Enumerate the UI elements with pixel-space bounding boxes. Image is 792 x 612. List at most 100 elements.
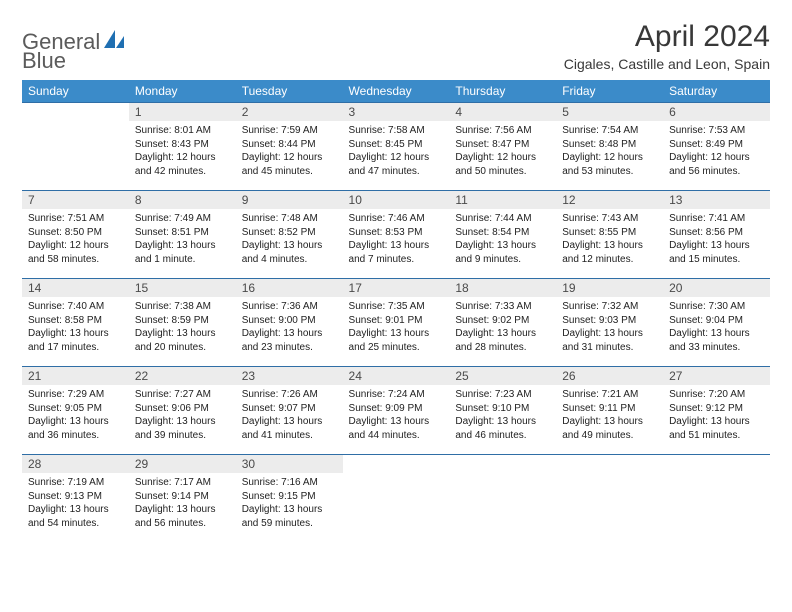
calendar-cell: 20Sunrise: 7:30 AMSunset: 9:04 PMDayligh…: [663, 279, 770, 367]
calendar-cell: [449, 455, 556, 543]
calendar-row: 7Sunrise: 7:51 AMSunset: 8:50 PMDaylight…: [22, 191, 770, 279]
day-details: Sunrise: 7:23 AMSunset: 9:10 PMDaylight:…: [449, 385, 556, 446]
day-number: 1: [129, 103, 236, 121]
day-details: Sunrise: 7:49 AMSunset: 8:51 PMDaylight:…: [129, 209, 236, 270]
day-details: Sunrise: 7:24 AMSunset: 9:09 PMDaylight:…: [343, 385, 450, 446]
calendar-table: Sunday Monday Tuesday Wednesday Thursday…: [22, 80, 770, 543]
day-number: 29: [129, 455, 236, 473]
day-number: 9: [236, 191, 343, 209]
calendar-cell: 22Sunrise: 7:27 AMSunset: 9:06 PMDayligh…: [129, 367, 236, 455]
calendar-cell: 18Sunrise: 7:33 AMSunset: 9:02 PMDayligh…: [449, 279, 556, 367]
day-details: Sunrise: 7:51 AMSunset: 8:50 PMDaylight:…: [22, 209, 129, 270]
day-details: Sunrise: 7:36 AMSunset: 9:00 PMDaylight:…: [236, 297, 343, 358]
day-details: Sunrise: 7:59 AMSunset: 8:44 PMDaylight:…: [236, 121, 343, 182]
day-number: 24: [343, 367, 450, 385]
col-monday: Monday: [129, 80, 236, 103]
day-number: 25: [449, 367, 556, 385]
calendar-cell: 27Sunrise: 7:20 AMSunset: 9:12 PMDayligh…: [663, 367, 770, 455]
day-details: Sunrise: 7:38 AMSunset: 8:59 PMDaylight:…: [129, 297, 236, 358]
calendar-cell: 12Sunrise: 7:43 AMSunset: 8:55 PMDayligh…: [556, 191, 663, 279]
day-details: Sunrise: 7:48 AMSunset: 8:52 PMDaylight:…: [236, 209, 343, 270]
col-tuesday: Tuesday: [236, 80, 343, 103]
day-details: Sunrise: 7:30 AMSunset: 9:04 PMDaylight:…: [663, 297, 770, 358]
day-details: Sunrise: 7:27 AMSunset: 9:06 PMDaylight:…: [129, 385, 236, 446]
day-details: Sunrise: 7:17 AMSunset: 9:14 PMDaylight:…: [129, 473, 236, 534]
calendar-cell: 25Sunrise: 7:23 AMSunset: 9:10 PMDayligh…: [449, 367, 556, 455]
day-details: Sunrise: 7:21 AMSunset: 9:11 PMDaylight:…: [556, 385, 663, 446]
calendar-cell: 24Sunrise: 7:24 AMSunset: 9:09 PMDayligh…: [343, 367, 450, 455]
day-number: 18: [449, 279, 556, 297]
day-number: 2: [236, 103, 343, 121]
page-title: April 2024: [564, 20, 770, 54]
day-number: 20: [663, 279, 770, 297]
calendar-row: 28Sunrise: 7:19 AMSunset: 9:13 PMDayligh…: [22, 455, 770, 543]
day-details: Sunrise: 7:43 AMSunset: 8:55 PMDaylight:…: [556, 209, 663, 270]
col-thursday: Thursday: [449, 80, 556, 103]
day-number: 21: [22, 367, 129, 385]
day-details: Sunrise: 7:44 AMSunset: 8:54 PMDaylight:…: [449, 209, 556, 270]
calendar-cell: 13Sunrise: 7:41 AMSunset: 8:56 PMDayligh…: [663, 191, 770, 279]
calendar-cell: 8Sunrise: 7:49 AMSunset: 8:51 PMDaylight…: [129, 191, 236, 279]
calendar-cell: 17Sunrise: 7:35 AMSunset: 9:01 PMDayligh…: [343, 279, 450, 367]
day-number: 15: [129, 279, 236, 297]
day-number: 7: [22, 191, 129, 209]
day-details: Sunrise: 7:29 AMSunset: 9:05 PMDaylight:…: [22, 385, 129, 446]
calendar-cell: [556, 455, 663, 543]
day-number: 11: [449, 191, 556, 209]
day-number: 10: [343, 191, 450, 209]
calendar-cell: 9Sunrise: 7:48 AMSunset: 8:52 PMDaylight…: [236, 191, 343, 279]
day-number: 23: [236, 367, 343, 385]
calendar-row: 14Sunrise: 7:40 AMSunset: 8:58 PMDayligh…: [22, 279, 770, 367]
day-number: 13: [663, 191, 770, 209]
day-details: Sunrise: 7:40 AMSunset: 8:58 PMDaylight:…: [22, 297, 129, 358]
calendar-cell: 11Sunrise: 7:44 AMSunset: 8:54 PMDayligh…: [449, 191, 556, 279]
day-number: 30: [236, 455, 343, 473]
day-number: 19: [556, 279, 663, 297]
day-details: Sunrise: 7:19 AMSunset: 9:13 PMDaylight:…: [22, 473, 129, 534]
day-details: Sunrise: 7:58 AMSunset: 8:45 PMDaylight:…: [343, 121, 450, 182]
day-number: 16: [236, 279, 343, 297]
day-number: 5: [556, 103, 663, 121]
calendar-body: 1Sunrise: 8:01 AMSunset: 8:43 PMDaylight…: [22, 103, 770, 543]
day-details: Sunrise: 7:33 AMSunset: 9:02 PMDaylight:…: [449, 297, 556, 358]
calendar-cell: 4Sunrise: 7:56 AMSunset: 8:47 PMDaylight…: [449, 103, 556, 191]
day-details: Sunrise: 7:56 AMSunset: 8:47 PMDaylight:…: [449, 121, 556, 182]
day-details: Sunrise: 8:01 AMSunset: 8:43 PMDaylight:…: [129, 121, 236, 182]
day-details: Sunrise: 7:26 AMSunset: 9:07 PMDaylight:…: [236, 385, 343, 446]
day-details: Sunrise: 7:54 AMSunset: 8:48 PMDaylight:…: [556, 121, 663, 182]
weekday-header-row: Sunday Monday Tuesday Wednesday Thursday…: [22, 80, 770, 103]
calendar-cell: 3Sunrise: 7:58 AMSunset: 8:45 PMDaylight…: [343, 103, 450, 191]
header: General April 2024 Cigales, Castille and…: [22, 20, 770, 72]
logo-text-2: Blue: [22, 48, 66, 74]
col-saturday: Saturday: [663, 80, 770, 103]
calendar-cell: 30Sunrise: 7:16 AMSunset: 9:15 PMDayligh…: [236, 455, 343, 543]
calendar-row: 21Sunrise: 7:29 AMSunset: 9:05 PMDayligh…: [22, 367, 770, 455]
day-details: Sunrise: 7:41 AMSunset: 8:56 PMDaylight:…: [663, 209, 770, 270]
calendar-cell: 23Sunrise: 7:26 AMSunset: 9:07 PMDayligh…: [236, 367, 343, 455]
calendar-cell: 14Sunrise: 7:40 AMSunset: 8:58 PMDayligh…: [22, 279, 129, 367]
calendar-cell: 2Sunrise: 7:59 AMSunset: 8:44 PMDaylight…: [236, 103, 343, 191]
calendar-cell: 16Sunrise: 7:36 AMSunset: 9:00 PMDayligh…: [236, 279, 343, 367]
calendar-cell: 10Sunrise: 7:46 AMSunset: 8:53 PMDayligh…: [343, 191, 450, 279]
calendar-cell: 7Sunrise: 7:51 AMSunset: 8:50 PMDaylight…: [22, 191, 129, 279]
day-number: 14: [22, 279, 129, 297]
calendar-cell: 26Sunrise: 7:21 AMSunset: 9:11 PMDayligh…: [556, 367, 663, 455]
day-number: 22: [129, 367, 236, 385]
calendar-cell: 1Sunrise: 8:01 AMSunset: 8:43 PMDaylight…: [129, 103, 236, 191]
calendar-cell: 15Sunrise: 7:38 AMSunset: 8:59 PMDayligh…: [129, 279, 236, 367]
col-friday: Friday: [556, 80, 663, 103]
day-details: Sunrise: 7:16 AMSunset: 9:15 PMDaylight:…: [236, 473, 343, 534]
day-number: 4: [449, 103, 556, 121]
calendar-cell: [22, 103, 129, 191]
calendar-cell: 29Sunrise: 7:17 AMSunset: 9:14 PMDayligh…: [129, 455, 236, 543]
day-number: 27: [663, 367, 770, 385]
day-number: 3: [343, 103, 450, 121]
day-number: 6: [663, 103, 770, 121]
day-number: 8: [129, 191, 236, 209]
calendar-cell: 5Sunrise: 7:54 AMSunset: 8:48 PMDaylight…: [556, 103, 663, 191]
calendar-cell: [663, 455, 770, 543]
day-details: Sunrise: 7:35 AMSunset: 9:01 PMDaylight:…: [343, 297, 450, 358]
day-number: 17: [343, 279, 450, 297]
calendar-cell: 6Sunrise: 7:53 AMSunset: 8:49 PMDaylight…: [663, 103, 770, 191]
calendar-row: 1Sunrise: 8:01 AMSunset: 8:43 PMDaylight…: [22, 103, 770, 191]
